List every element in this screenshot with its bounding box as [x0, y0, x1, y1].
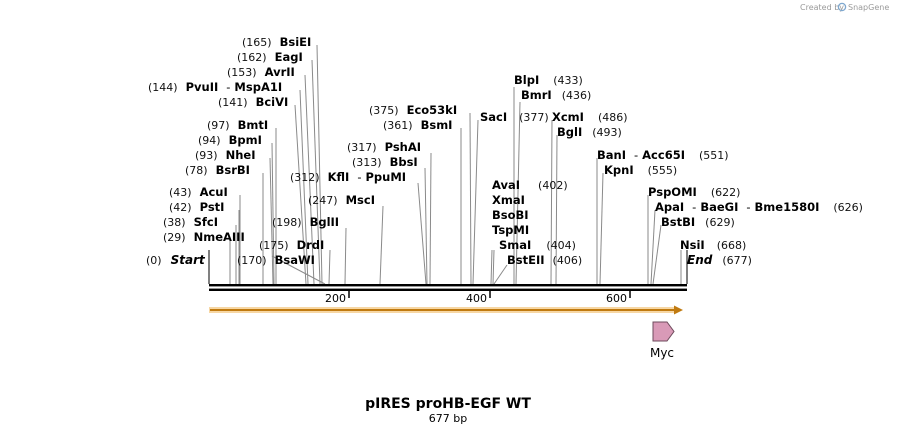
site-msci[interactable]: (247) MscI — [308, 193, 375, 207]
site-bsobi[interactable]: BsoBI — [492, 208, 529, 222]
site-pspomi[interactable]: PspOMI (622) — [648, 185, 740, 199]
credit-brand: SnapGene — [848, 3, 889, 12]
site-kpni[interactable]: KpnI (555) — [604, 163, 677, 177]
leader-bglii — [344, 227, 347, 285]
leader-xcmi — [550, 119, 553, 285]
leader-saci — [472, 119, 479, 285]
site-drdi[interactable]: (175) DrdI — [259, 238, 324, 252]
site-xcmi[interactable]: XcmI (486) — [552, 110, 628, 124]
site-bglii[interactable]: (198) BglII — [272, 215, 339, 229]
dna-bottom-strand — [209, 288, 687, 291]
end-label: End (677) — [687, 253, 752, 267]
site-bpmi[interactable]: (94) BpmI — [198, 133, 262, 147]
leader-bbsi — [424, 167, 428, 285]
leader-nhei — [269, 157, 274, 285]
site-acui[interactable]: (43) AcuI — [169, 185, 228, 199]
credit-prefix: Created by — [800, 3, 844, 12]
site-bstbi[interactable]: BstBI (629) — [661, 215, 735, 229]
site-bbsi[interactable]: (313) BbsI — [352, 155, 418, 169]
site-smai[interactable]: SmaI (404) — [499, 238, 576, 252]
tick-label-400: 400 — [466, 292, 487, 305]
site-nhei[interactable]: (93) NheI — [195, 148, 255, 162]
leader-bcivi — [294, 104, 307, 285]
site-bmti[interactable]: (97) BmtI — [207, 118, 268, 132]
site-leaders — [229, 44, 682, 285]
restriction-site-labels: (29) NmeAIII (38) SfcI (42) PstI (43) AcuI (… — [148, 35, 863, 267]
snapgene-credit: Created by SnapGene — [800, 2, 889, 12]
site-blpi[interactable]: BlpI (433) — [514, 73, 583, 87]
tick-label-200: 200 — [325, 292, 346, 305]
dna-top-strand — [209, 284, 687, 287]
site-bgli[interactable]: BglI (493) — [557, 125, 622, 139]
site-bcivi[interactable]: (141) BciVI — [218, 95, 288, 109]
snapgene-logo-icon — [837, 2, 847, 12]
sequence-title: pIRES proHB-EGF WT — [365, 396, 531, 412]
site-apai[interactable]: ApaI - BaeGI - Bme1580I (626) — [655, 200, 863, 214]
ruler: 200 400 600 — [325, 291, 631, 305]
tick-label-600: 600 — [606, 292, 627, 305]
site-bsiei[interactable]: (165) BsiEI — [242, 35, 311, 49]
start-label: (0) Start — [146, 253, 206, 267]
site-bmri[interactable]: BmrI (436) — [521, 88, 591, 102]
myc-feature-label: Myc — [650, 346, 674, 360]
site-bsawi[interactable]: (170) BsaWI — [237, 253, 315, 267]
leader-eco53ki — [469, 112, 472, 285]
leader-kpni — [599, 172, 604, 285]
site-avai[interactable]: AvaI (402) — [492, 178, 568, 192]
sequence-length: 677 bp — [429, 412, 467, 425]
leader-bsiei — [316, 44, 323, 285]
site-eagi[interactable]: (162) EagI — [237, 50, 303, 64]
leader-bsawi — [271, 255, 326, 285]
feature-myc[interactable]: Myc — [650, 321, 675, 360]
dna-backbone — [209, 284, 687, 291]
leader-pshai — [429, 152, 432, 285]
site-saci[interactable]: SacI (377) — [480, 110, 549, 124]
orf-arrow-head-icon — [674, 305, 683, 315]
leader-avai — [490, 249, 493, 285]
site-pvuii[interactable]: (144) PvuII - MspA1I — [148, 80, 282, 94]
sequence-ends: (0) Start End (677) — [146, 253, 752, 267]
leader-eagi — [311, 59, 321, 285]
site-nsii[interactable]: NsiI (668) — [680, 238, 746, 252]
site-psti[interactable]: (42) PstI — [169, 200, 224, 214]
leader-apai — [650, 209, 656, 285]
leader-bstbi — [652, 224, 662, 285]
site-kfli[interactable]: (312) KflI - PpuMI — [290, 170, 406, 184]
site-xmai[interactable]: XmaI — [492, 193, 525, 207]
myc-feature-arrow-icon[interactable] — [652, 321, 675, 342]
site-bsrbi[interactable]: (78) BsrBI — [185, 163, 250, 177]
site-sfci[interactable]: (38) SfcI — [163, 215, 218, 229]
site-tspmi[interactable]: TspMI — [492, 223, 529, 237]
leader-kfli — [417, 182, 427, 285]
site-nmeaiii[interactable]: (29) NmeAIII — [163, 230, 245, 244]
site-bani[interactable]: BanI - Acc65I (551) — [597, 148, 729, 162]
site-pshai[interactable]: (317) PshAI — [347, 140, 421, 154]
leader-pvuii — [299, 89, 309, 285]
site-eco53ki[interactable]: (375) Eco53kI — [369, 103, 457, 117]
site-bsteii[interactable]: BstEII (406) — [507, 253, 582, 267]
leader-avrii — [304, 74, 315, 285]
leader-bpmi — [271, 142, 275, 285]
leader-smai — [492, 249, 495, 285]
leader-msci — [379, 205, 384, 285]
site-avrii[interactable]: (153) AvrII — [227, 65, 295, 79]
leader-bsteii — [493, 264, 508, 285]
orf-arrow[interactable] — [209, 305, 683, 315]
site-bsmi[interactable]: (361) BsmI — [383, 118, 452, 132]
leader-bmri — [515, 101, 521, 285]
leader-bgli — [555, 134, 558, 285]
leader-drdi — [328, 249, 331, 285]
